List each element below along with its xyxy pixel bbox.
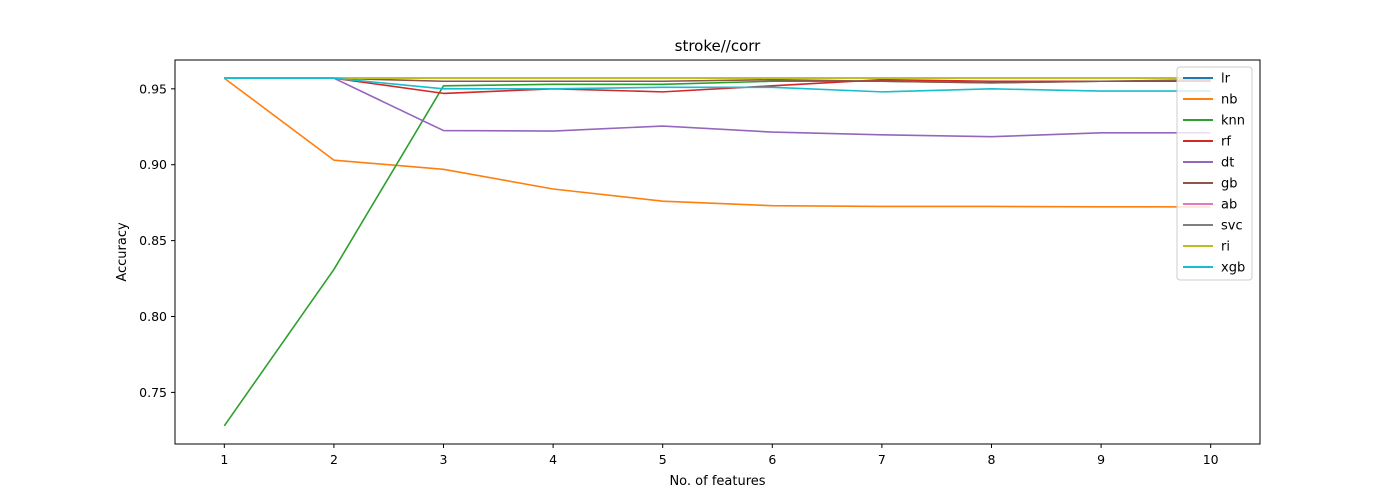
legend: lr nb knn rf dt gb ab svc ri xgb [1176, 66, 1253, 281]
series-line-gb [224, 77, 1211, 84]
y-tick-label: 0.75 [139, 385, 167, 400]
x-tick-label: 6 [768, 452, 776, 467]
x-axis: 1 2 3 4 5 6 7 8 9 10 [220, 444, 1219, 467]
x-tick-label: 7 [878, 452, 886, 467]
legend-label-nb: nb [1221, 93, 1238, 108]
legend-label-ab: ab [1221, 198, 1237, 213]
y-axis: 0.75 0.80 0.85 0.90 0.95 [139, 81, 175, 400]
y-tick-label: 0.95 [139, 81, 167, 96]
y-tick-label: 0.80 [139, 309, 167, 324]
legend-label-ri: ri [1221, 240, 1230, 255]
legend-label-lr: lr [1221, 72, 1231, 87]
x-tick-label: 8 [988, 452, 996, 467]
y-tick-label: 0.85 [139, 233, 167, 248]
plot-frame [174, 59, 1261, 445]
legend-label-xgb: xgb [1221, 261, 1245, 276]
legend-label-dt: dt [1221, 156, 1234, 171]
series-line-knn [223, 80, 1211, 427]
legend-label-knn: knn [1221, 114, 1245, 129]
legend-label-rf: rf [1221, 135, 1231, 150]
y-axis-label: Accuracy [115, 222, 130, 282]
series-line-nb [223, 77, 1211, 208]
series-lines [223, 77, 1211, 427]
x-tick-label: 1 [220, 452, 228, 467]
x-tick-label: 3 [440, 452, 448, 467]
x-tick-label: 2 [330, 452, 338, 467]
legend-label-gb: gb [1221, 177, 1238, 192]
x-tick-label: 5 [659, 452, 667, 467]
series-line-xgb [224, 77, 1211, 93]
chart-title: stroke//corr [675, 37, 762, 55]
x-tick-label: 4 [549, 452, 557, 467]
x-tick-label: 9 [1097, 452, 1105, 467]
legend-label-svc: svc [1221, 219, 1243, 234]
y-tick-label: 0.90 [139, 157, 167, 172]
series-line-dt [224, 77, 1211, 138]
x-tick-label: 10 [1203, 452, 1219, 467]
x-axis-label: No. of features [669, 474, 765, 489]
